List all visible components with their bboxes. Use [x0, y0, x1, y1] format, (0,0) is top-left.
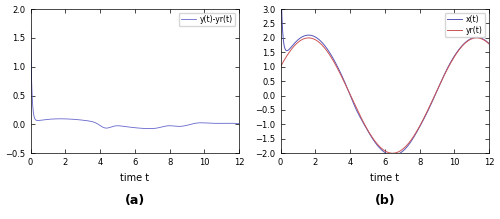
- yr(t): [358, 115, 364, 118]
- Text: (a): (a): [124, 194, 145, 207]
- yr(t): [390, 152, 396, 155]
- Text: (b): (b): [374, 194, 395, 207]
- x(t): [314, 37, 320, 39]
- x(t): [302, 35, 308, 37]
- y(t)-yr(t): [116, 125, 122, 127]
- x(t): [390, 154, 396, 157]
- y(t)-yr(t): [210, 122, 216, 125]
- x(t): [486, 42, 492, 45]
- yr(t): [366, 132, 372, 135]
- Line: y(t)-yr(t): y(t)-yr(t): [30, 18, 239, 129]
- Line: yr(t): yr(t): [280, 38, 489, 153]
- yr(t): [302, 37, 308, 40]
- y(t)-yr(t): [52, 118, 58, 120]
- X-axis label: time t: time t: [370, 173, 400, 183]
- x(t): [482, 39, 488, 42]
- y(t)-yr(t): [232, 122, 238, 125]
- yr(t): [314, 39, 320, 42]
- Legend: x(t), yr(t): x(t), yr(t): [445, 13, 486, 37]
- y(t)-yr(t): [64, 118, 70, 120]
- Legend: y(t)-yr(t): y(t)-yr(t): [178, 13, 236, 26]
- X-axis label: time t: time t: [120, 173, 150, 183]
- yr(t): [486, 43, 492, 46]
- y(t)-yr(t): [236, 122, 242, 125]
- y(t)-yr(t): [28, 17, 34, 20]
- yr(t): [278, 65, 283, 68]
- yr(t): [306, 37, 312, 39]
- y(t)-yr(t): [108, 126, 114, 129]
- Line: x(t): x(t): [280, 0, 489, 155]
- x(t): [366, 133, 372, 135]
- yr(t): [460, 44, 466, 47]
- x(t): [460, 44, 466, 46]
- yr(t): [482, 39, 488, 42]
- y(t)-yr(t): [146, 127, 152, 130]
- x(t): [358, 117, 364, 119]
